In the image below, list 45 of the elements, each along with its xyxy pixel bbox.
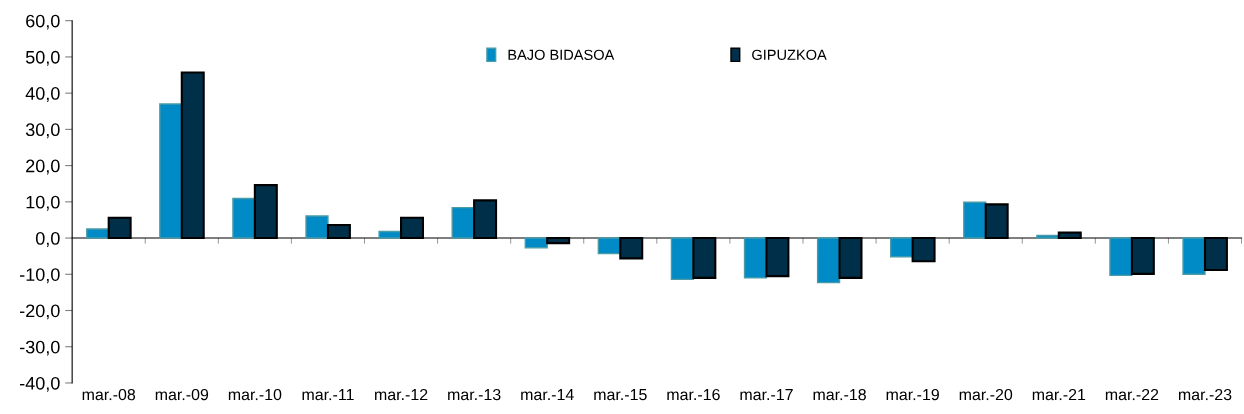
x-tick-label: mar.-15	[594, 389, 647, 401]
x-tick-label: mar.-12	[375, 388, 428, 401]
y-tick-label: -20,0	[20, 304, 60, 320]
x-tick-label: mar.-14	[521, 389, 574, 401]
x-tick-label: mar.-19	[886, 388, 939, 401]
y-tick-label: 50,0	[25, 50, 60, 66]
bar	[524, 237, 548, 249]
y-tick-label: -10,0	[20, 268, 60, 284]
x-tick-label: mar.-08	[82, 388, 136, 401]
y-tick-label: 20,0	[26, 159, 60, 175]
y-tick-label: 60,0	[26, 14, 60, 30]
y-tick-label: 10,0	[26, 195, 60, 211]
x-tick-label: mar.-17	[740, 389, 793, 401]
bar	[1036, 234, 1060, 239]
bar	[816, 237, 841, 284]
bar	[1182, 237, 1206, 275]
bar	[1109, 237, 1133, 277]
x-tick-label: mar.-18	[813, 388, 866, 401]
x-tick-label: mar.-21	[1032, 388, 1086, 401]
x-tick-label: mar.-20	[959, 388, 1013, 401]
bar	[378, 230, 402, 239]
bar	[597, 237, 621, 255]
x-tick-label: mar.-11	[302, 389, 354, 401]
bar	[743, 237, 768, 279]
x-tick-label: mar.-10	[228, 388, 282, 401]
bar	[232, 197, 256, 239]
legend-label: BAJO BIDASOA	[508, 49, 615, 60]
y-tick-label: 40,0	[25, 87, 60, 102]
bar	[451, 206, 475, 239]
bar	[963, 201, 987, 239]
bar	[86, 228, 110, 239]
bar	[305, 215, 329, 239]
x-tick-label: mar.-22	[1105, 388, 1159, 401]
y-tick-label: -30,0	[20, 340, 60, 356]
y-tick-label: 30,0	[25, 123, 60, 139]
bar	[670, 237, 695, 281]
x-tick-label: mar.-09	[155, 388, 209, 401]
x-tick-label: mar.-13	[448, 388, 501, 401]
x-tick-label: mar.-16	[667, 388, 720, 401]
y-tick-label: 0,0	[35, 231, 60, 247]
bar	[890, 237, 914, 258]
legend-label: GIPUZKOA	[752, 49, 827, 60]
x-tick-label: mar.-23	[1178, 388, 1232, 401]
bar	[159, 103, 183, 239]
y-tick-label: -40,0	[20, 376, 60, 392]
